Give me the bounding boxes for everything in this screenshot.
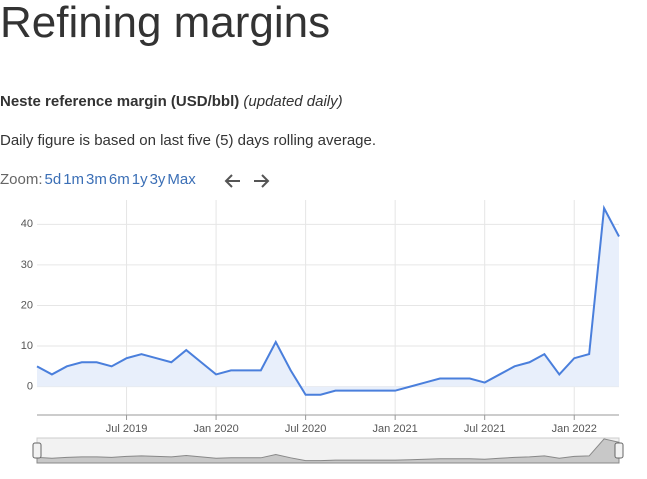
zoom-button[interactable]: 5d [44, 171, 62, 188]
y-tick-label: 20 [21, 299, 33, 311]
zoom-button[interactable]: 1y [131, 171, 148, 188]
navigator-handle[interactable] [614, 442, 624, 459]
x-tick-label: Jan 2022 [552, 423, 597, 435]
zoom-button[interactable]: Max [167, 171, 196, 188]
zoom-button[interactable]: 3m [86, 171, 107, 188]
navigator-area [36, 438, 620, 464]
zoom-row: Zoom: 5d 1m 3m 6m 1y 3y Max [0, 171, 196, 188]
x-tick-label: Jul 2020 [285, 423, 327, 435]
zoom-button[interactable]: 3y [149, 171, 166, 188]
line [36, 204, 620, 396]
zoom-button[interactable]: 1m [63, 171, 85, 188]
y-tick-label: 30 [21, 259, 33, 271]
area [37, 208, 619, 395]
description: Daily figure is based on last five (5) d… [0, 132, 377, 149]
zoom-button[interactable]: 6m [108, 171, 130, 188]
navigator-handle[interactable] [32, 442, 42, 459]
subtitle-row: Neste reference margin (USD/bbl) (update… [0, 93, 343, 110]
y-tick-label: 0 [27, 381, 33, 393]
y-tick-label: 40 [21, 218, 33, 230]
x-tick-label: Jul 2019 [106, 423, 148, 435]
arrow-left[interactable] [224, 174, 240, 188]
title: Refining margins [0, 0, 331, 47]
y-tick-label: 10 [21, 340, 33, 352]
arrow-right[interactable] [254, 174, 270, 188]
x-tick-label: Jul 2021 [464, 423, 506, 435]
zoom-label: Zoom: [0, 171, 43, 188]
subtitle: Neste reference margin (USD/bbl) [0, 93, 240, 110]
x-tick-label: Jan 2020 [193, 423, 238, 435]
note: (updated daily) [243, 93, 343, 110]
x-tick-label: Jan 2021 [373, 423, 418, 435]
